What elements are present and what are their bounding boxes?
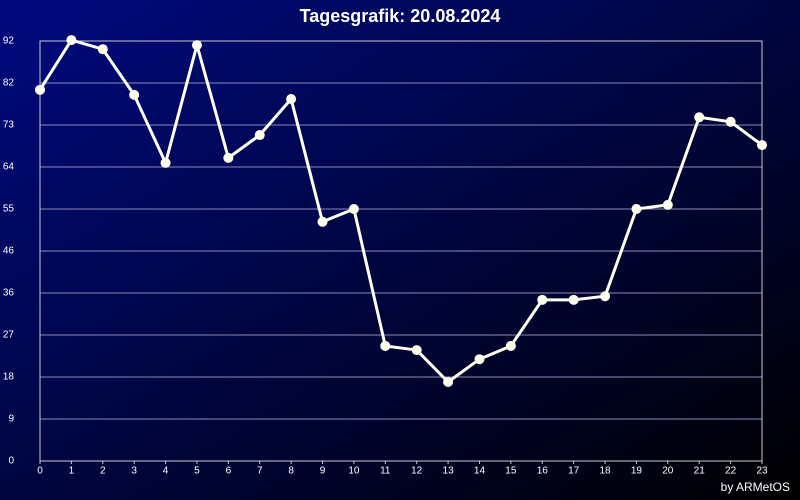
x-tick-label: 16 [537,466,549,477]
point [317,216,328,227]
point [348,204,359,214]
x-tick-label: 23 [756,466,768,477]
point [35,84,45,95]
point [757,140,767,151]
point [662,199,673,210]
y-tick-label: 82 [3,78,15,89]
chart-title: Tagesgrafik: 20.08.2024 [300,6,501,26]
x-tick-label: 1 [69,466,75,477]
y-tick-label: 92 [3,36,15,47]
x-tick-label: 7 [257,466,263,477]
x-tick-label: 3 [131,466,137,477]
y-tick-label: 9 [8,414,14,425]
y-tick-label: 73 [3,120,15,131]
y-tick-label: 55 [3,204,15,215]
x-tick-label: 10 [348,466,360,477]
x-tick-label: 9 [320,466,326,477]
x-tick-label: 8 [288,466,294,477]
plot-frame [39,40,763,462]
point [286,93,297,104]
point [160,157,171,168]
point [443,377,454,388]
point [694,112,705,123]
point [725,116,736,127]
y-tick-label: 0 [8,456,14,467]
x-tick-label: 15 [505,466,517,477]
x-tick-label: 20 [662,466,674,477]
point [505,340,516,351]
x-tick-label: 2 [100,466,106,477]
line [38,38,763,384]
x-tick-label: 13 [443,466,455,477]
point [474,354,485,365]
x-tick-label: 4 [163,466,169,477]
x-tick-label: 17 [568,466,580,477]
y-tick-label: 64 [3,162,15,173]
x-tick-label: 6 [226,466,232,477]
point [600,291,611,302]
point [97,44,108,55]
x-tick-label: 0 [37,466,43,477]
x-tick-label: 19 [631,466,643,477]
point [537,294,548,305]
y-tick-label: 46 [3,246,15,257]
x-tick-label: 5 [194,466,200,477]
y-tick-label: 18 [3,372,15,383]
point [631,204,642,214]
x-tick-label: 21 [694,466,706,477]
x-tick-label: 11 [380,466,391,477]
point [191,40,202,51]
point [129,89,140,100]
y-tick-label: 36 [3,288,15,299]
point [411,345,422,356]
x-tick-label: 22 [725,466,737,477]
point [223,152,234,163]
credit: by ARMetOS [721,480,790,494]
point [254,130,265,141]
point [568,294,579,305]
x-tick-label: 14 [474,466,486,477]
point [66,35,77,46]
y-tick-label: 27 [3,330,15,341]
point [380,340,391,351]
x-tick-label: 18 [599,466,611,477]
x-tick-label: 12 [411,466,423,477]
